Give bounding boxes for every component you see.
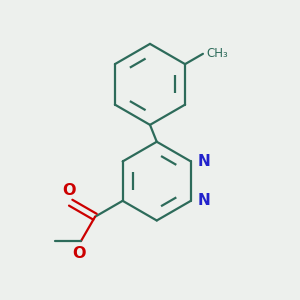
Text: N: N: [198, 193, 210, 208]
Text: O: O: [72, 246, 86, 261]
Text: CH₃: CH₃: [206, 47, 228, 60]
Text: N: N: [198, 154, 210, 169]
Text: O: O: [62, 183, 76, 198]
